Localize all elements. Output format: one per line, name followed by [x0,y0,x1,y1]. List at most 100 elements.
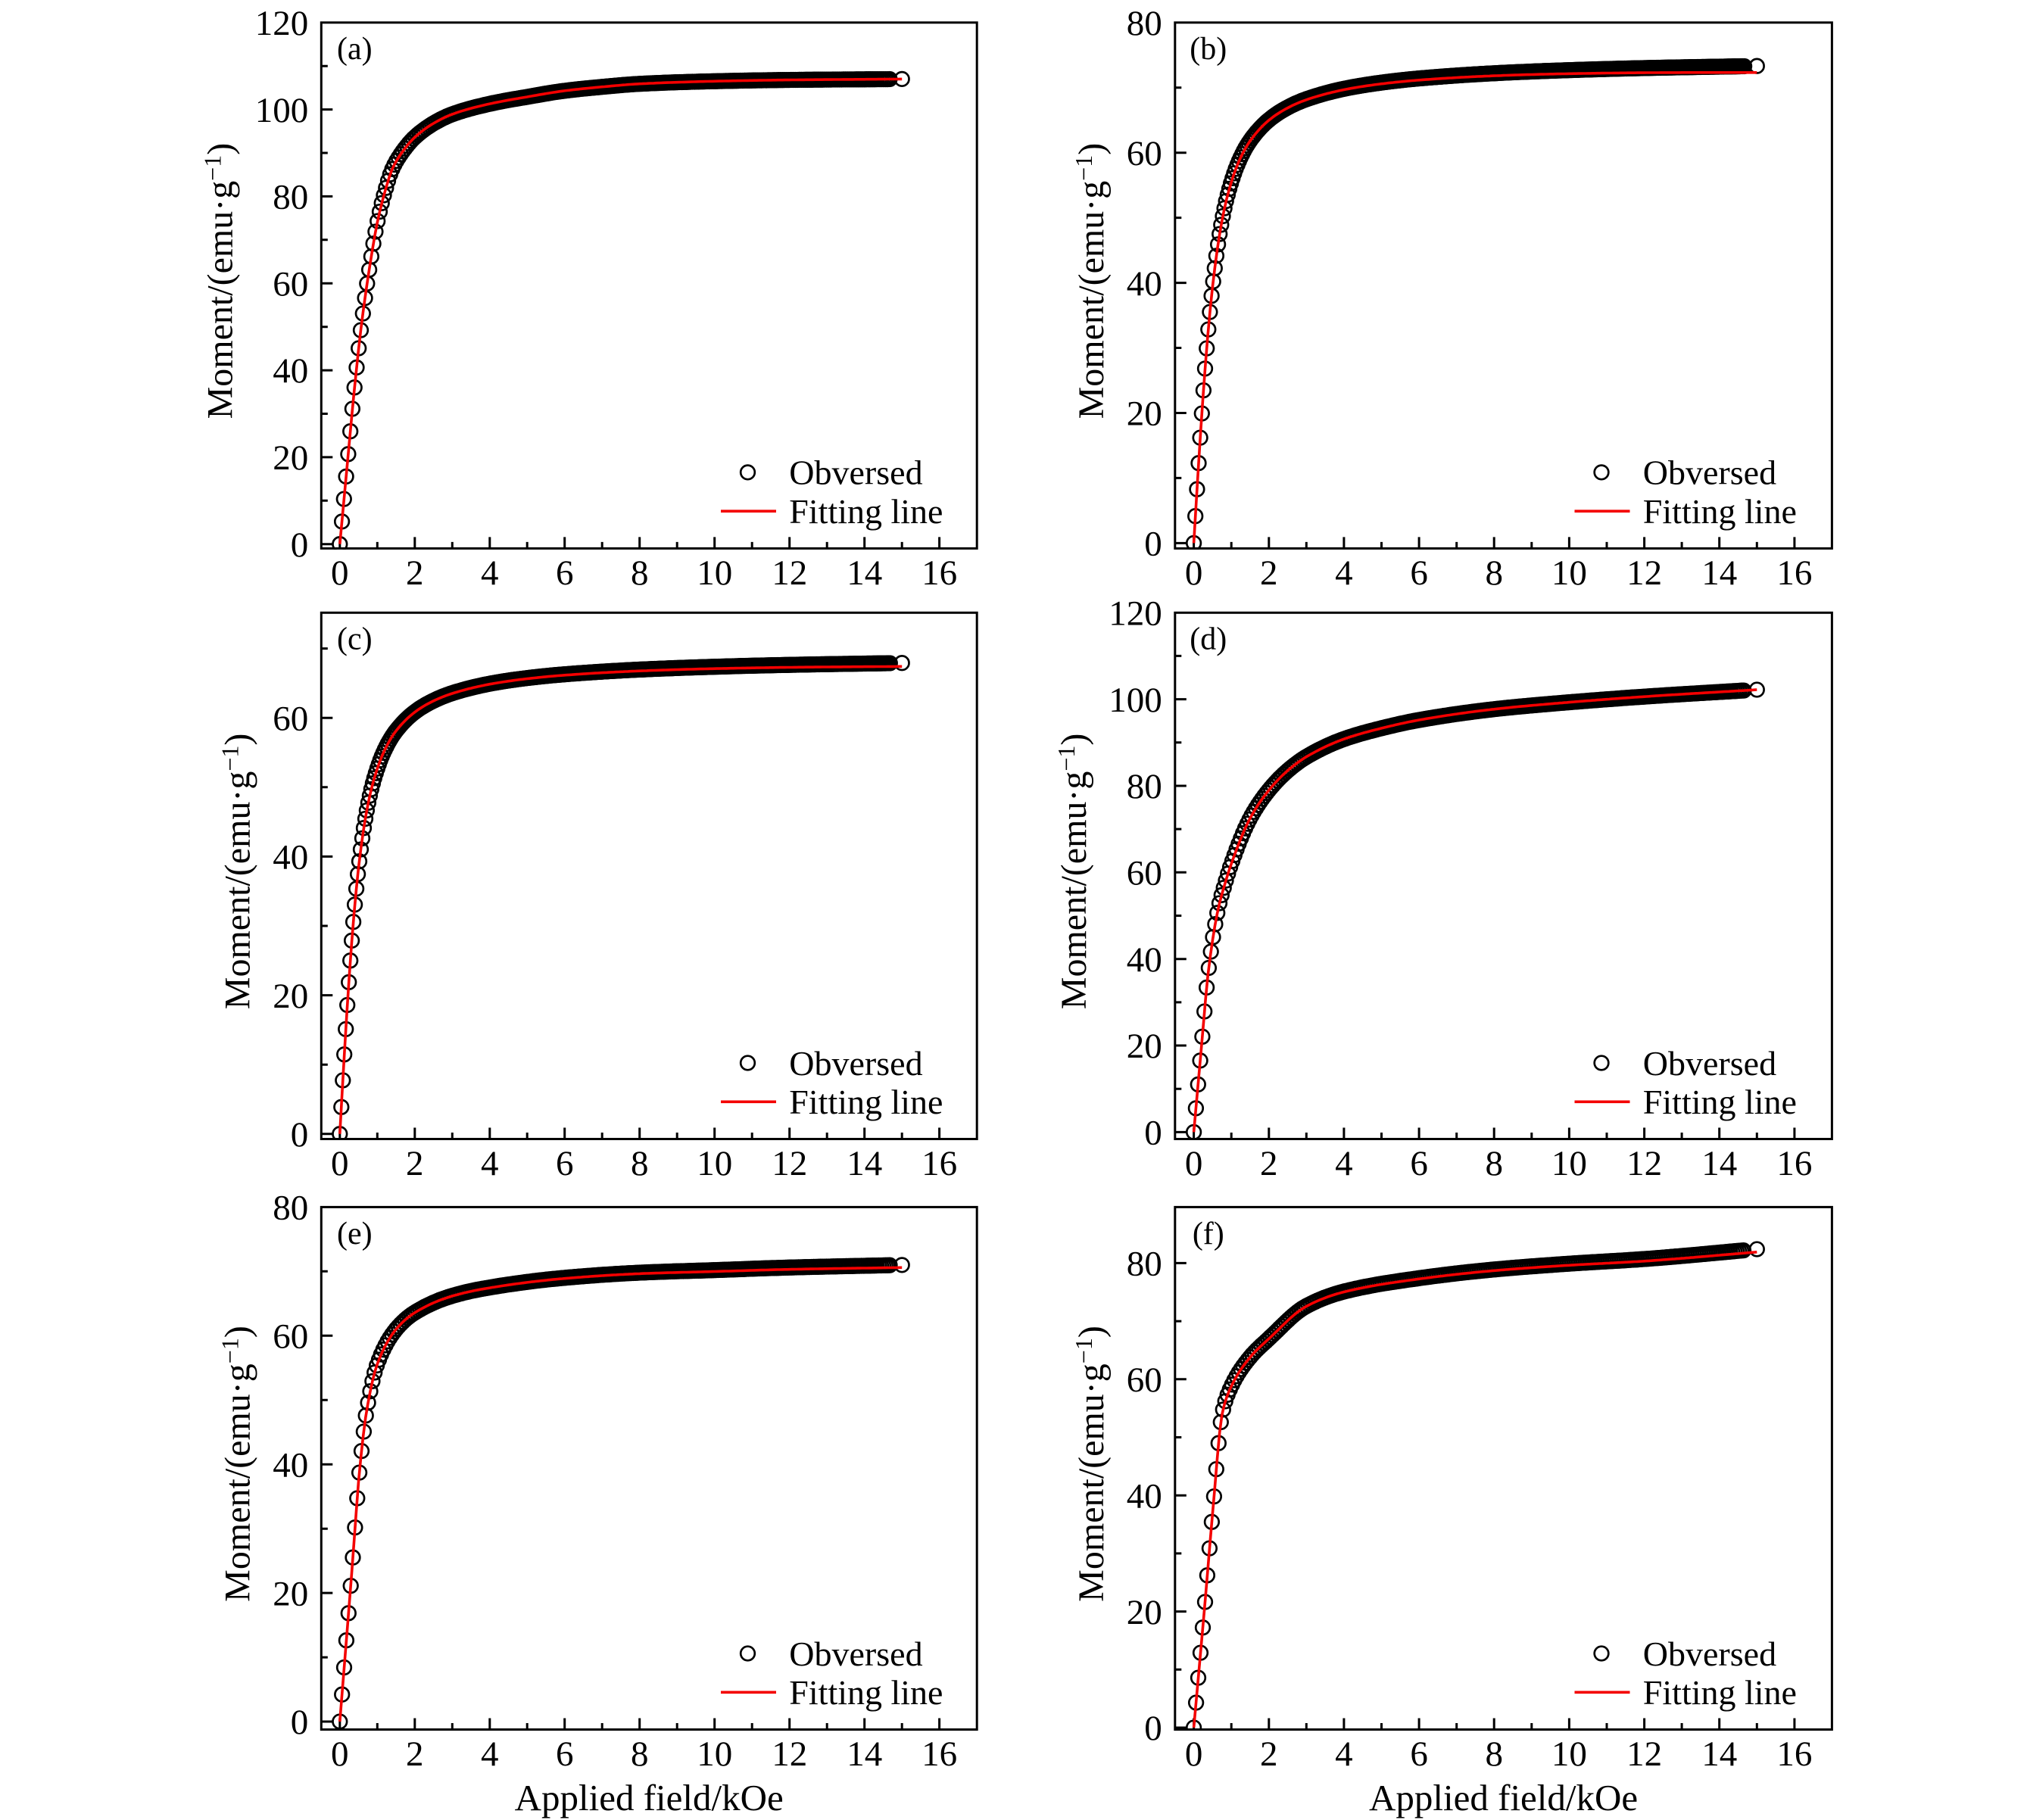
svg-text:12: 12 [772,1144,807,1183]
svg-text:6: 6 [556,1144,574,1183]
svg-text:14: 14 [847,1144,882,1183]
svg-text:Fitting line: Fitting line [1643,492,1797,531]
svg-text:20: 20 [1127,394,1162,434]
svg-text:80: 80 [1127,4,1162,43]
svg-text:40: 40 [273,1445,308,1485]
svg-text:14: 14 [847,1734,882,1774]
svg-text:60: 60 [1127,1360,1162,1400]
svg-text:4: 4 [481,553,499,593]
svg-text:Obversed: Obversed [789,1635,922,1673]
svg-text:20: 20 [1127,1593,1162,1632]
svg-text:40: 40 [1127,1476,1162,1516]
svg-text:14: 14 [1701,553,1737,593]
svg-text:14: 14 [1701,1144,1737,1183]
svg-text:8: 8 [1485,553,1503,593]
svg-text:8: 8 [631,1144,649,1183]
svg-text:10: 10 [697,553,732,593]
svg-text:14: 14 [847,553,882,593]
svg-text:Moment/(emu·g−1): Moment/(emu·g−1) [216,1326,257,1602]
svg-text:40: 40 [1127,940,1162,980]
svg-text:4: 4 [481,1144,499,1183]
svg-text:16: 16 [922,553,957,593]
svg-text:6: 6 [1410,553,1428,593]
svg-text:2: 2 [406,553,424,593]
svg-text:4: 4 [1335,1144,1353,1183]
svg-text:80: 80 [1127,767,1162,806]
svg-text:Obversed: Obversed [1643,453,1776,492]
svg-text:0: 0 [331,1734,349,1774]
svg-text:12: 12 [1626,1734,1662,1774]
svg-text:Obversed: Obversed [789,453,922,492]
svg-text:20: 20 [273,977,308,1016]
svg-text:16: 16 [1776,1734,1812,1774]
svg-text:6: 6 [1410,1734,1428,1774]
svg-text:4: 4 [481,1734,499,1774]
svg-text:Obversed: Obversed [1643,1044,1776,1083]
svg-text:0: 0 [331,553,349,593]
svg-text:(b): (b) [1190,32,1227,67]
svg-text:8: 8 [631,553,649,593]
svg-text:Applied field/kOe: Applied field/kOe [1369,1777,1638,1818]
svg-text:12: 12 [772,1734,807,1774]
svg-text:16: 16 [922,1734,957,1774]
svg-text:Fitting line: Fitting line [1643,1083,1797,1121]
svg-text:60: 60 [273,699,308,738]
svg-text:4: 4 [1335,553,1353,593]
svg-text:(e): (e) [337,1217,373,1251]
svg-text:20: 20 [1127,1027,1162,1066]
svg-text:2: 2 [406,1144,424,1183]
svg-text:16: 16 [1776,553,1812,593]
svg-text:0: 0 [1144,525,1162,564]
svg-text:16: 16 [922,1144,957,1183]
svg-text:40: 40 [273,838,308,877]
svg-text:0: 0 [291,525,309,565]
svg-text:20: 20 [273,438,308,478]
svg-text:2: 2 [406,1734,424,1774]
svg-text:Moment/(emu·g−1): Moment/(emu·g−1) [198,143,240,419]
svg-text:0: 0 [1144,1114,1162,1153]
svg-text:12: 12 [772,553,807,593]
svg-text:Moment/(emu·g−1): Moment/(emu·g−1) [1070,143,1112,419]
svg-text:10: 10 [1551,553,1587,593]
svg-text:6: 6 [556,553,574,593]
svg-text:Obversed: Obversed [1643,1635,1776,1673]
svg-text:40: 40 [1127,264,1162,304]
svg-text:20: 20 [273,1574,308,1613]
svg-text:0: 0 [1185,553,1203,593]
svg-text:0: 0 [1144,1709,1162,1748]
svg-text:(f): (f) [1193,1217,1224,1251]
svg-text:Obversed: Obversed [789,1044,922,1083]
svg-text:2: 2 [1260,1734,1278,1774]
svg-text:6: 6 [1410,1144,1428,1183]
svg-text:8: 8 [631,1734,649,1774]
svg-text:10: 10 [1551,1734,1587,1774]
svg-text:10: 10 [697,1144,732,1183]
svg-text:2: 2 [1260,553,1278,593]
svg-text:Fitting line: Fitting line [1643,1673,1797,1712]
svg-text:Applied field/kOe: Applied field/kOe [515,1777,784,1818]
svg-text:60: 60 [273,264,308,304]
svg-text:6: 6 [556,1734,574,1774]
svg-text:0: 0 [291,1703,309,1742]
svg-text:40: 40 [273,351,308,391]
svg-text:0: 0 [291,1115,309,1155]
svg-text:2: 2 [1260,1144,1278,1183]
svg-text:16: 16 [1776,1144,1812,1183]
svg-text:Moment/(emu·g−1): Moment/(emu·g−1) [216,734,257,1010]
svg-text:Moment/(emu·g−1): Moment/(emu·g−1) [1052,734,1094,1010]
svg-text:120: 120 [1109,594,1162,633]
svg-text:12: 12 [1626,553,1662,593]
svg-text:0: 0 [1185,1734,1203,1774]
svg-text:0: 0 [1185,1144,1203,1183]
svg-text:60: 60 [273,1317,308,1357]
svg-text:Fitting line: Fitting line [789,1673,943,1712]
svg-text:14: 14 [1701,1734,1737,1774]
svg-text:120: 120 [255,4,309,43]
svg-text:4: 4 [1335,1734,1353,1774]
svg-text:8: 8 [1485,1734,1503,1774]
svg-text:12: 12 [1626,1144,1662,1183]
svg-text:80: 80 [273,178,308,217]
svg-text:0: 0 [331,1144,349,1183]
svg-text:60: 60 [1127,134,1162,173]
svg-text:80: 80 [273,1189,308,1228]
